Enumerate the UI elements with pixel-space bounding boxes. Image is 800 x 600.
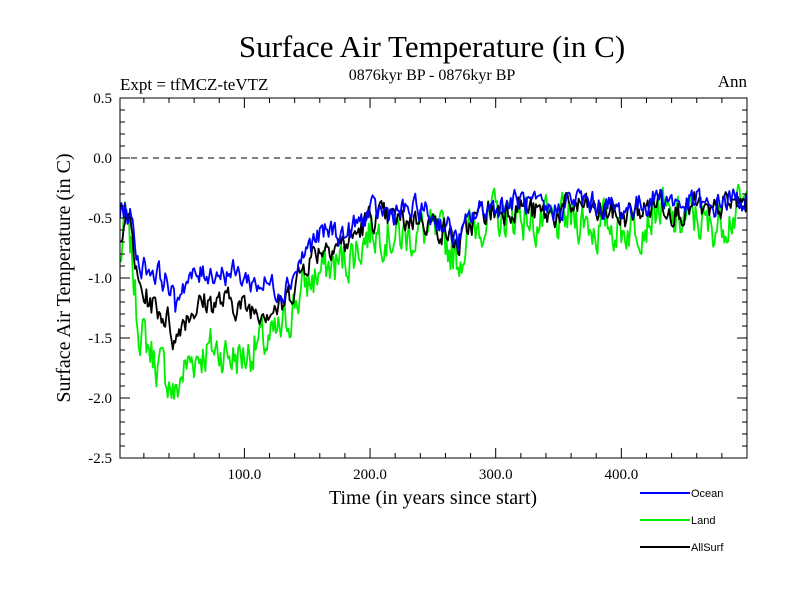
x-axis-label: Time (in years since start) [329, 487, 537, 509]
chart-subtitle: 0876kyr BP - 0876kyr BP [349, 67, 516, 84]
y-tick-label: -1.0 [88, 271, 112, 287]
series-line-ocean [120, 187, 747, 313]
y-tick-label: -1.5 [88, 331, 112, 347]
x-tick-label: 100.0 [228, 467, 262, 483]
season-label: Ann [718, 72, 748, 91]
y-axis-label: Surface Air Temperature (in C) [53, 153, 75, 402]
x-tick-label: 200.0 [353, 467, 387, 483]
chart-title: Surface Air Temperature (in C) [239, 29, 625, 64]
y-tick-label: -2.5 [88, 451, 112, 467]
legend-label-allsurf: AllSurf [691, 542, 724, 554]
experiment-label: Expt = tfMCZ-teVTZ [120, 75, 268, 94]
legend: Ocean Land AllSurf [640, 488, 724, 554]
legend-label-land: Land [691, 515, 715, 527]
y-tick-label: 0.5 [93, 91, 112, 107]
y-tick-label: -0.5 [88, 211, 112, 227]
y-tick-label: -2.0 [88, 391, 112, 407]
plot-area: -2.5 -2.0 -1.5 -1.0 -0.5 0.0 0.5 100.0 200.0 300.… [88, 91, 748, 483]
legend-label-ocean: Ocean [691, 488, 723, 500]
y-tick-label: 0.0 [93, 151, 112, 167]
x-tick-label: 300.0 [479, 467, 513, 483]
x-tick-label: 400.0 [604, 467, 638, 483]
